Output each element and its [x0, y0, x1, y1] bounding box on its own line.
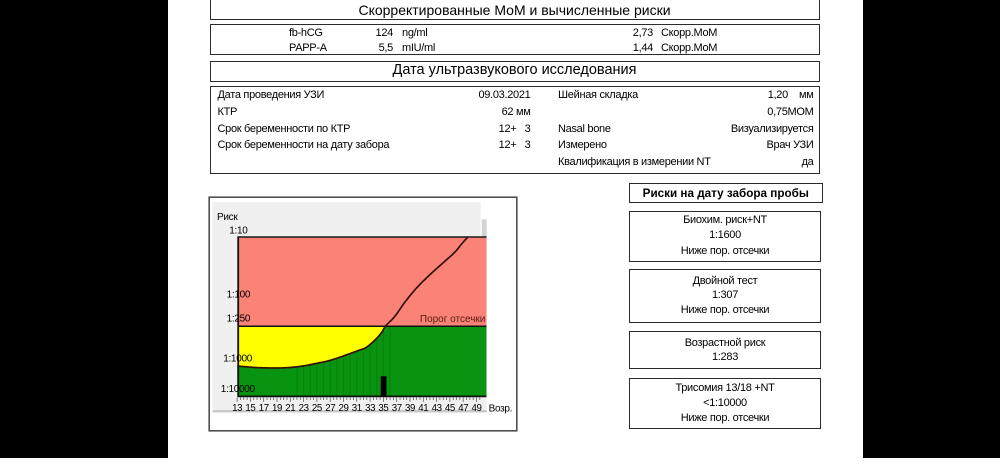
svg-text:31: 31	[352, 403, 362, 414]
svg-text:41: 41	[418, 403, 428, 414]
svg-text:Возр.: Возр.	[489, 403, 513, 414]
svg-text:39: 39	[405, 403, 415, 414]
svg-text:Порог отсечки: Порог отсечки	[420, 314, 486, 325]
svg-text:1:1000: 1:1000	[223, 354, 253, 365]
svg-text:1:250: 1:250	[227, 314, 251, 325]
svg-text:33: 33	[365, 403, 375, 414]
svg-text:15: 15	[245, 403, 255, 414]
svg-text:13: 13	[232, 403, 242, 414]
svg-text:1:10000: 1:10000	[221, 384, 256, 395]
svg-text:37: 37	[392, 403, 402, 414]
svg-text:43: 43	[432, 403, 442, 414]
svg-text:29: 29	[339, 403, 349, 414]
svg-text:21: 21	[285, 403, 295, 414]
svg-text:Риск: Риск	[217, 212, 238, 223]
svg-text:19: 19	[272, 403, 282, 414]
svg-text:35: 35	[378, 403, 388, 414]
svg-text:17: 17	[259, 403, 269, 414]
svg-text:25: 25	[312, 403, 322, 414]
svg-text:23: 23	[299, 403, 309, 414]
svg-text:1:100: 1:100	[227, 290, 251, 301]
svg-text:47: 47	[458, 403, 468, 414]
svg-text:49: 49	[472, 403, 482, 414]
svg-text:27: 27	[325, 403, 335, 414]
svg-text:45: 45	[445, 403, 455, 414]
svg-text:1:10: 1:10	[229, 226, 248, 237]
